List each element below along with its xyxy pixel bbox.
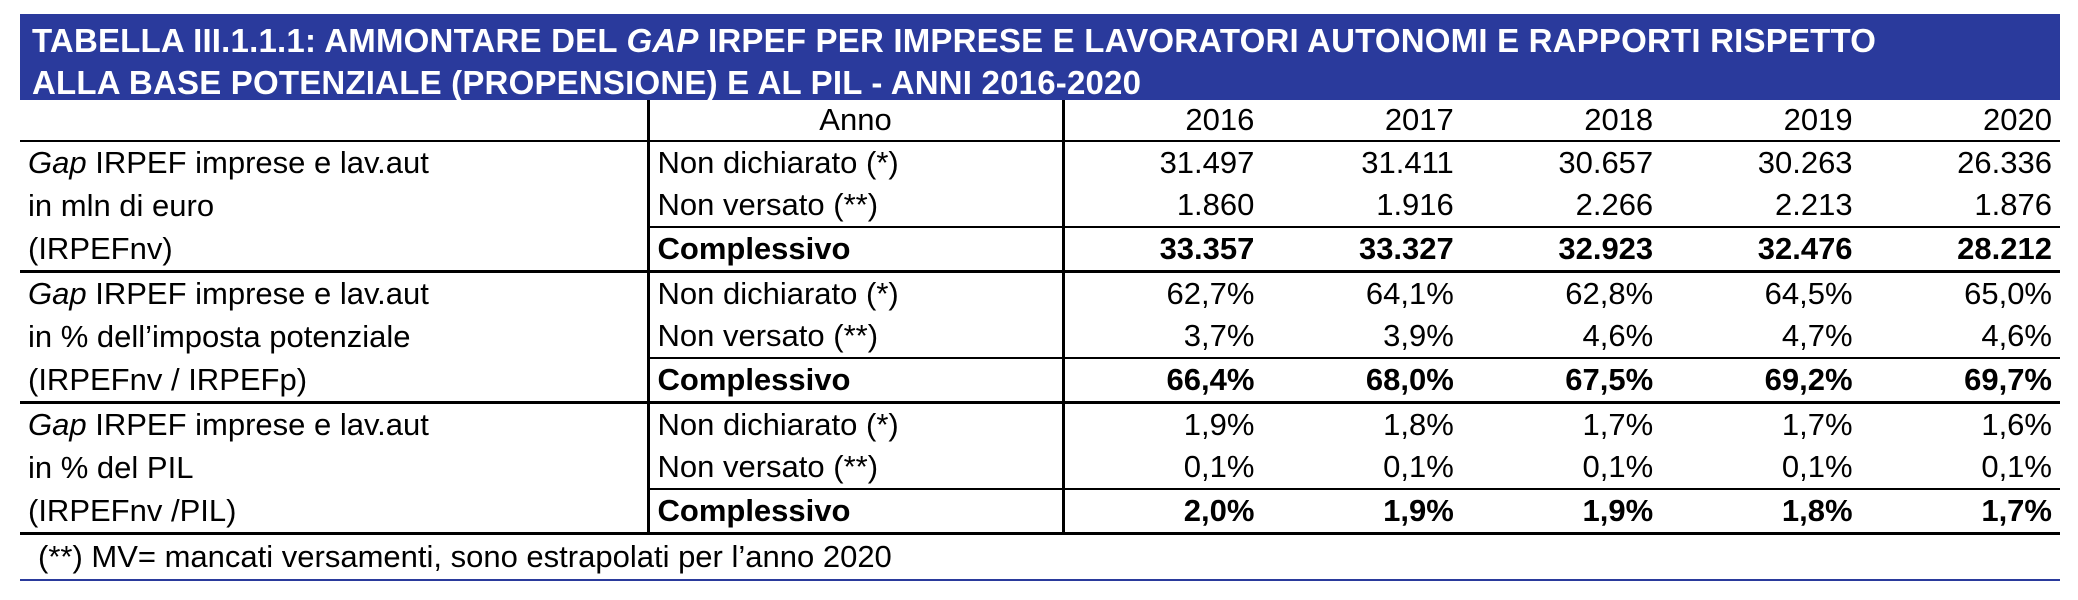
value-cell: 2,0% [1063,488,1263,535]
value-cell: 3,7% [1183,318,1255,353]
value-cell: 2.213 [1774,187,1853,222]
value-cell: 26.336 [1957,145,2052,180]
group-label-line2: in mln di euro [28,187,215,223]
table-frame: TABELLA III.1.1.1: AMMONTARE DEL GAP IRP… [20,14,2060,581]
value-cell: 32.476 [1661,226,1861,273]
row-type-label: Complessivo [646,488,1065,535]
row-type-label: Complessivo [646,226,1065,273]
header-year: 2016 [1063,100,1263,142]
value-cell: 1,9% [1183,407,1255,442]
value-cell: 4,6% [1981,318,2052,353]
table-row: Gap IRPEF imprese e lav.aut Non dichiarat… [20,141,2060,184]
value-cell: 62,8% [1565,276,1654,311]
group-label-cell: Gap IRPEF imprese e lav.aut [20,272,648,316]
group-label-line3: (IRPEFnv / IRPEFp) [20,358,648,404]
header-empty-cell [20,100,648,142]
group-label-cell: Gap IRPEF imprese e lav.aut [20,403,648,447]
title-italic-word: GAP [626,22,699,59]
row-type-label: Non versato (**) [646,184,1065,227]
value-cell: 1.860 [1176,187,1255,222]
value-cell: 28.212 [1860,226,2060,273]
group-label-cell: Gap IRPEF imprese e lav.aut [20,141,648,184]
value-cell: 64,5% [1764,276,1853,311]
value-cell: 1,9% [1461,488,1662,535]
row-type-label: Non dichiarato (*) [646,271,1065,315]
value-cell: 33.327 [1262,226,1462,273]
group-label-line2: in % del PIL [28,449,194,485]
group-label-line1: IRPEF imprese e lav.aut [86,407,429,442]
value-cell: 30.657 [1558,145,1654,180]
title-line-2: ALLA BASE POTENZIALE (PROPENSIONE) E AL … [32,64,1142,101]
row-type-label: Non versato (**) [646,446,1065,489]
value-cell: 0,1% [1183,449,1255,484]
value-cell: 65,0% [1964,276,2052,311]
value-cell: 62,7% [1166,276,1255,311]
value-cell: 1,7% [1781,407,1853,442]
value-cell: 4,7% [1781,318,1853,353]
value-cell: 1.916 [1376,187,1454,222]
value-cell: 1,8% [1383,407,1454,442]
value-cell: 31.411 [1361,145,1454,180]
group-label-line2: in % dell’imposta potenziale [28,318,411,354]
value-cell: 32.923 [1461,226,1662,273]
value-cell: 4,6% [1582,318,1654,353]
group-label-line3: (IRPEFnv) [20,227,648,273]
value-cell: 66,4% [1063,357,1263,404]
total-row: (IRPEFnv / IRPEFp) Complessivo 66,4% 68,0% 6… [20,357,2060,404]
group-label-line1: IRPEF imprese e lav.aut [86,276,429,311]
header-year: 2019 [1661,100,1861,142]
group-label-italic: Gap [28,145,87,180]
header-year: 2017 [1262,100,1462,142]
header-anno: Anno [646,100,1065,142]
header-year: 2020 [1860,100,2060,142]
row-type-label: Non versato (**) [646,315,1065,358]
group-label-line1: IRPEF imprese e lav.aut [86,145,429,180]
group-label-italic: Gap [28,407,87,442]
title-suffix: IRPEF PER IMPRESE E LAVORATORI AUTONOMI … [698,22,1877,59]
group-label-italic: Gap [28,276,87,311]
row-type-label: Non dichiarato (*) [646,141,1065,184]
table-row: in % del PIL Non versato (**) 0,1% 0,1% 0,1%… [20,446,2060,489]
data-table: Anno 2016 2017 2018 2019 2020 Gap IRPEF … [20,100,2060,535]
table-title: TABELLA III.1.1.1: AMMONTARE DEL GAP IRP… [20,14,2060,101]
table-row: in mln di euro Non versato (**) 1.860 1.916… [20,184,2060,227]
footnote: (**) MV= mancati versamenti, sono estrap… [20,535,2060,581]
value-cell: 0,1% [1383,449,1454,484]
value-cell: 1,8% [1661,488,1861,535]
value-cell: 33.357 [1063,226,1263,273]
value-cell: 31.497 [1159,145,1255,180]
table-row: in % dell’imposta potenziale Non versato … [20,315,2060,358]
value-cell: 64,1% [1365,276,1454,311]
row-type-label: Non dichiarato (*) [646,402,1065,446]
value-cell: 1,6% [1981,407,2052,442]
group-label-line3: (IRPEFnv /PIL) [20,489,648,535]
value-cell: 3,9% [1383,318,1454,353]
value-cell: 68,0% [1262,357,1462,404]
header-row: Anno 2016 2017 2018 2019 2020 [20,100,2060,142]
value-cell: 0,1% [1781,449,1853,484]
total-row: (IRPEFnv) Complessivo 33.357 33.327 32.923 32… [20,226,2060,273]
row-type-label: Complessivo [646,357,1065,404]
value-cell: 0,1% [1582,449,1654,484]
value-cell: 69,7% [1860,357,2060,404]
value-cell: 1,7% [1860,488,2060,535]
value-cell: 69,2% [1661,357,1861,404]
value-cell: 1,9% [1262,488,1462,535]
value-cell: 1.876 [1974,187,2052,222]
title-line-1: TABELLA III.1.1.1: AMMONTARE DEL GAP IRP… [32,20,2050,62]
header-year: 2018 [1461,100,1662,142]
value-cell: 1,7% [1582,407,1654,442]
table-row: Gap IRPEF imprese e lav.aut Non dichiarat… [20,402,2060,447]
value-cell: 2.266 [1575,187,1654,222]
value-cell: 0,1% [1981,449,2052,484]
value-cell: 67,5% [1461,357,1662,404]
total-row: (IRPEFnv /PIL) Complessivo 2,0% 1,9% 1,9% 1,8… [20,488,2060,535]
table-row: Gap IRPEF imprese e lav.aut Non dichiarat… [20,271,2060,316]
title-prefix: TABELLA III.1.1.1: AMMONTARE DEL [32,22,627,59]
value-cell: 30.263 [1757,145,1853,180]
